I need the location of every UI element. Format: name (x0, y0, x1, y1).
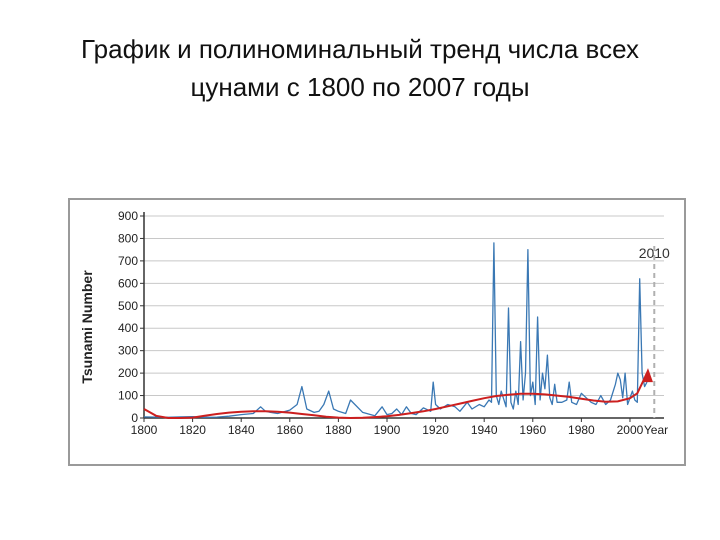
y-tick-label-200: 200 (118, 366, 138, 380)
slide-title-line-2: цунами с 1800 по 2007 годы (190, 72, 530, 102)
x-tick-label-1900: 1900 (374, 423, 401, 437)
trend-line (143, 372, 648, 420)
x-tick-label-1840: 1840 (228, 423, 255, 437)
year-2010-label: 2010 (639, 245, 670, 261)
slide-title-line-1: График и полиноминальный тренд числа все… (81, 34, 639, 64)
slide-title: График и полиноминальный тренд числа все… (0, 30, 720, 106)
y-axis-label: Tsunami Number (79, 270, 95, 384)
y-tick-label-700: 700 (118, 254, 138, 268)
trend-arrowhead (641, 368, 653, 383)
chart-frame (68, 198, 686, 466)
y-tick-label-0: 0 (131, 411, 138, 425)
y-tick-label-800: 800 (118, 231, 138, 245)
y-tick-label-500: 500 (118, 299, 138, 313)
x-tick-label-1960: 1960 (519, 423, 546, 437)
x-tick-label-1980: 1980 (568, 423, 595, 437)
y-tick-label-900: 900 (118, 209, 138, 223)
x-tick-label-1820: 1820 (179, 423, 206, 437)
x-tick-label-2000: 2000 (617, 423, 644, 437)
x-axis-label: Year (644, 423, 668, 437)
tsunami-chart: 0 100 200 300 400 500 600 700 800 900 1800 1820 1840… (79, 209, 670, 437)
x-tick-label-1920: 1920 (422, 423, 449, 437)
x-tick-label-1860: 1860 (276, 423, 303, 437)
x-tick-label-1880: 1880 (325, 423, 352, 437)
y-tick-label-400: 400 (118, 321, 138, 335)
y-tick-label-300: 300 (118, 344, 138, 358)
x-tick-label-1800: 1800 (131, 423, 158, 437)
y-tick-label-600: 600 (118, 276, 138, 290)
tsunami-count-series (143, 242, 648, 418)
x-tick-label-1940: 1940 (471, 423, 498, 437)
y-tick-label-100: 100 (118, 389, 138, 403)
